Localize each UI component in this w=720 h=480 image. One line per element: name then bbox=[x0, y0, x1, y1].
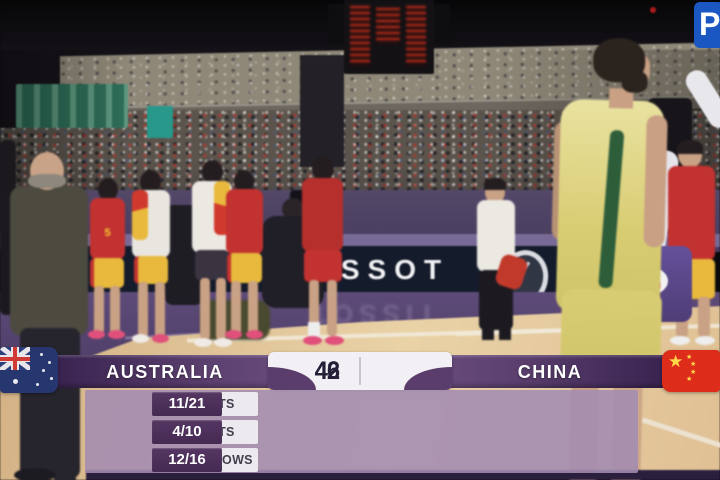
player-head bbox=[234, 170, 254, 193]
player-head bbox=[98, 178, 118, 201]
player-hair bbox=[677, 140, 703, 154]
player-leg bbox=[216, 278, 226, 340]
china-jersey bbox=[302, 178, 343, 252]
china-player bbox=[128, 170, 174, 348]
stands-aisle bbox=[300, 55, 344, 167]
coach-hair bbox=[28, 174, 66, 188]
red-light-icon bbox=[650, 7, 656, 13]
score-box-curve bbox=[404, 367, 452, 390]
coach-leg bbox=[54, 448, 76, 480]
player-shoe bbox=[88, 330, 105, 339]
player-leg bbox=[248, 281, 258, 335]
team-towel bbox=[132, 190, 148, 240]
away-team-name: CHINA bbox=[517, 362, 583, 382]
china-jersey bbox=[668, 166, 715, 261]
china-shorts bbox=[227, 253, 262, 283]
china-shorts bbox=[134, 256, 168, 284]
china-jersey bbox=[226, 189, 263, 255]
led-digits-icon bbox=[376, 8, 400, 44]
stat-row-3points: 4/11 36% 3 POINTS 40% 4/10 bbox=[152, 420, 568, 444]
player-leg bbox=[110, 286, 120, 334]
player-leg bbox=[138, 282, 148, 338]
coach-figure bbox=[2, 148, 98, 480]
away-made-attempts: 4/10 bbox=[152, 420, 222, 444]
player-leg bbox=[155, 282, 165, 338]
player-shoe bbox=[194, 338, 212, 347]
courtside-teal-banner bbox=[147, 106, 173, 138]
player-shoe bbox=[214, 338, 232, 347]
score-box-curve bbox=[268, 367, 316, 390]
player-head bbox=[312, 156, 334, 181]
stats-panel: 13/23 57% 2 POINTS 52% 11/21 4/11 36% 3 … bbox=[85, 390, 638, 473]
player-leg bbox=[231, 281, 241, 335]
away-made-attempts: 11/21 bbox=[152, 392, 222, 416]
stat-row-freethrows: 4/11 36% FREE THROWS 75% 12/16 bbox=[152, 448, 568, 472]
away-made-attempts: 12/16 bbox=[152, 448, 222, 472]
china-jersey: 5 bbox=[90, 198, 125, 260]
player-leg bbox=[309, 280, 319, 336]
player-leg bbox=[327, 280, 337, 336]
referee-leg bbox=[499, 326, 511, 340]
courtside-green-banner bbox=[16, 84, 128, 128]
network-logo: P bbox=[694, 2, 720, 48]
player-shoe bbox=[303, 336, 322, 345]
away-score: 46 bbox=[314, 357, 340, 385]
player-head bbox=[140, 170, 161, 194]
score-divider bbox=[359, 357, 361, 385]
home-team-name: AUSTRALIA bbox=[106, 362, 224, 382]
player-shoe bbox=[695, 336, 715, 345]
player-shoe bbox=[325, 336, 344, 345]
coach-shirt bbox=[10, 186, 88, 336]
cameraman-head bbox=[282, 198, 304, 220]
china-player: 5 bbox=[86, 178, 130, 348]
player-shoe bbox=[246, 330, 263, 339]
led-display bbox=[344, 0, 434, 74]
referee-figure bbox=[472, 178, 530, 343]
player-shoe bbox=[108, 330, 125, 339]
coach-shoe bbox=[14, 468, 56, 480]
score-box: 42 46 bbox=[268, 352, 452, 390]
player-shoe bbox=[670, 336, 690, 345]
player-leg bbox=[698, 297, 710, 337]
led-side-panel bbox=[432, 4, 450, 44]
led-digits-icon bbox=[350, 6, 370, 66]
china-shorts bbox=[90, 258, 124, 288]
player-shoe bbox=[152, 334, 169, 343]
china-player bbox=[222, 170, 268, 348]
china-flag-icon: ★ ★ ★ ★ ★ bbox=[662, 350, 720, 392]
home-score: 42 bbox=[314, 357, 340, 385]
player-leg bbox=[94, 286, 104, 334]
china-player bbox=[298, 156, 348, 350]
china-shorts bbox=[195, 250, 229, 280]
australia-flag-icon bbox=[0, 347, 58, 393]
referee-hair bbox=[484, 178, 506, 190]
player-sock bbox=[308, 322, 320, 338]
court-edge-strip bbox=[86, 470, 720, 480]
player-shoe bbox=[132, 334, 149, 343]
hanging-led-scoreboard bbox=[328, 0, 450, 78]
china-shorts bbox=[304, 250, 342, 282]
player-head bbox=[202, 160, 223, 184]
player-leg bbox=[200, 278, 210, 340]
referee-leg bbox=[482, 326, 494, 340]
union-jack-icon bbox=[0, 347, 30, 370]
led-digits-icon bbox=[406, 6, 426, 66]
cn-star-icon: ★ bbox=[668, 352, 684, 371]
stat-row-2points: 13/23 57% 2 POINTS 52% 11/21 bbox=[152, 392, 568, 416]
led-side-panel bbox=[328, 4, 346, 44]
player-shoe bbox=[225, 330, 242, 339]
